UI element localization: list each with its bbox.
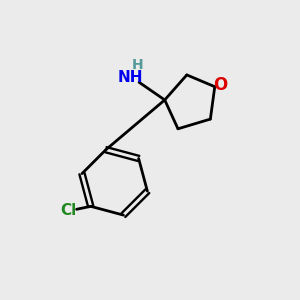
Text: NH: NH xyxy=(118,70,144,86)
Text: Cl: Cl xyxy=(61,203,77,218)
Text: H: H xyxy=(131,58,143,72)
Text: O: O xyxy=(213,76,227,94)
